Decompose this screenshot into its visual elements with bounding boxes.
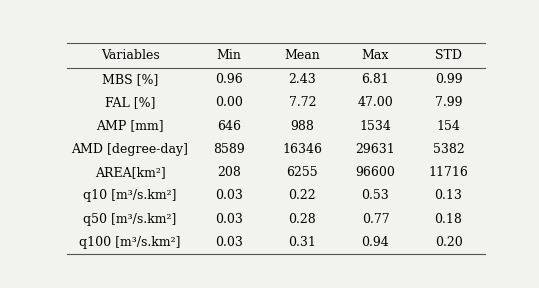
Text: 646: 646	[217, 120, 241, 132]
Text: Variables: Variables	[101, 49, 160, 62]
Text: STD: STD	[435, 49, 462, 62]
Text: 154: 154	[437, 120, 460, 132]
Text: 0.03: 0.03	[215, 190, 243, 202]
Text: 0.13: 0.13	[434, 190, 462, 202]
Text: 0.53: 0.53	[362, 190, 389, 202]
Text: 29631: 29631	[356, 143, 395, 156]
Text: Max: Max	[362, 49, 389, 62]
Text: 0.00: 0.00	[215, 96, 243, 109]
Text: 0.94: 0.94	[362, 236, 389, 249]
Text: Mean: Mean	[285, 49, 320, 62]
Text: q50 [m³/s.km²]: q50 [m³/s.km²]	[84, 213, 177, 226]
Text: FAL [%]: FAL [%]	[105, 96, 155, 109]
Text: 47.00: 47.00	[357, 96, 393, 109]
Text: 11716: 11716	[429, 166, 468, 179]
Text: q10 [m³/s.km²]: q10 [m³/s.km²]	[84, 190, 177, 202]
Text: AREA[km²]: AREA[km²]	[95, 166, 165, 179]
Text: 8589: 8589	[213, 143, 245, 156]
Text: 5382: 5382	[433, 143, 465, 156]
Text: 0.03: 0.03	[215, 213, 243, 226]
Text: 7.99: 7.99	[435, 96, 462, 109]
Text: 0.22: 0.22	[288, 190, 316, 202]
Text: 0.99: 0.99	[435, 73, 462, 86]
Text: 0.20: 0.20	[434, 236, 462, 249]
Text: 6255: 6255	[287, 166, 318, 179]
Text: MBS [%]: MBS [%]	[102, 73, 158, 86]
Text: 988: 988	[291, 120, 314, 132]
Text: 0.96: 0.96	[216, 73, 243, 86]
Text: 0.77: 0.77	[362, 213, 389, 226]
Text: 6.81: 6.81	[362, 73, 389, 86]
Text: AMP [mm]: AMP [mm]	[96, 120, 164, 132]
Text: 0.31: 0.31	[288, 236, 316, 249]
Text: Min: Min	[217, 49, 241, 62]
Text: 1534: 1534	[360, 120, 391, 132]
Text: 7.72: 7.72	[288, 96, 316, 109]
Text: q100 [m³/s.km²]: q100 [m³/s.km²]	[79, 236, 181, 249]
Text: 16346: 16346	[282, 143, 322, 156]
Text: 96600: 96600	[356, 166, 396, 179]
Text: 0.28: 0.28	[288, 213, 316, 226]
Text: 208: 208	[217, 166, 241, 179]
Text: 2.43: 2.43	[288, 73, 316, 86]
Text: AMD [degree-day]: AMD [degree-day]	[72, 143, 189, 156]
Text: 0.03: 0.03	[215, 236, 243, 249]
Text: 0.18: 0.18	[434, 213, 462, 226]
